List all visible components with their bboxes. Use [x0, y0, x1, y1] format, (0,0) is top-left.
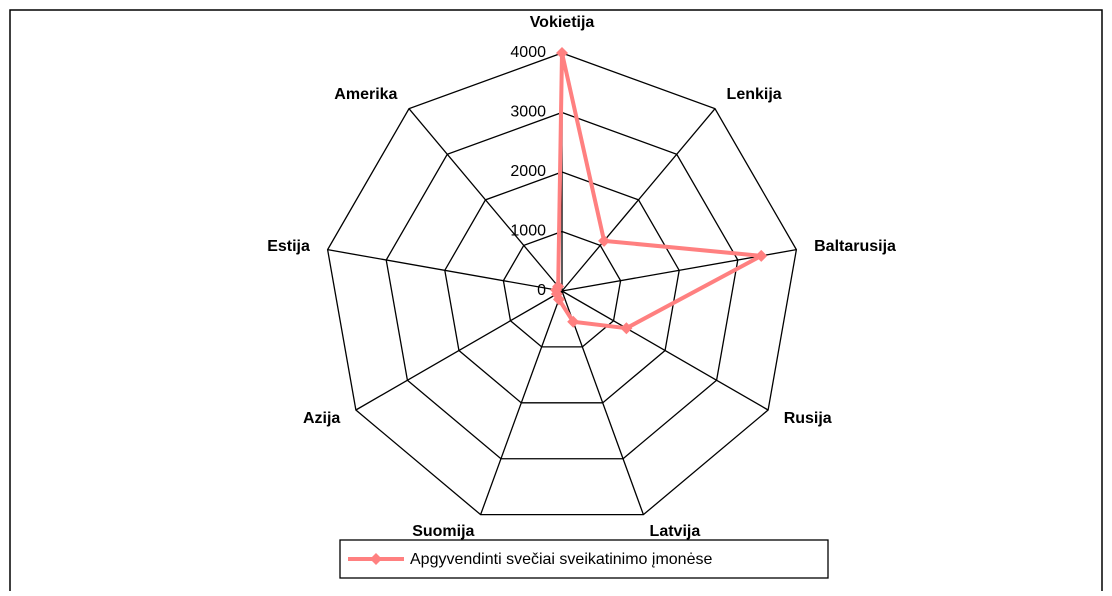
- category-label: Azija: [303, 410, 340, 427]
- data-point: [567, 315, 580, 328]
- data-point: [598, 234, 611, 247]
- category-label: Vokietija: [530, 14, 595, 31]
- tick-label: 2000: [510, 163, 546, 180]
- tick-label: 1000: [510, 223, 546, 240]
- legend-marker: [370, 553, 382, 565]
- legend-box: [339, 539, 829, 579]
- tick-label: 0: [537, 282, 546, 299]
- grid-ring: [502, 230, 622, 348]
- category-label: Rusija: [784, 410, 832, 427]
- category-label: Estija: [267, 238, 310, 255]
- category-label: Lenkija: [727, 86, 782, 103]
- grid-ring: [326, 52, 798, 516]
- grid-ring: [385, 111, 739, 460]
- data-point: [755, 249, 768, 262]
- grid-ring: [444, 171, 680, 404]
- data-point: [552, 280, 565, 293]
- legend-label: Apgyvendinti svečiai sveikatinimo įmonės…: [410, 551, 712, 568]
- tick-label: 4000: [510, 44, 546, 61]
- data-point: [620, 322, 633, 335]
- category-label: Amerika: [334, 86, 397, 103]
- chart-border: [9, 9, 1103, 596]
- data-point: [556, 47, 568, 59]
- category-label: Baltarusija: [814, 238, 896, 255]
- category-label: Latvija: [650, 523, 701, 540]
- tick-label: 3000: [510, 104, 546, 121]
- category-label: Suomija: [412, 523, 474, 540]
